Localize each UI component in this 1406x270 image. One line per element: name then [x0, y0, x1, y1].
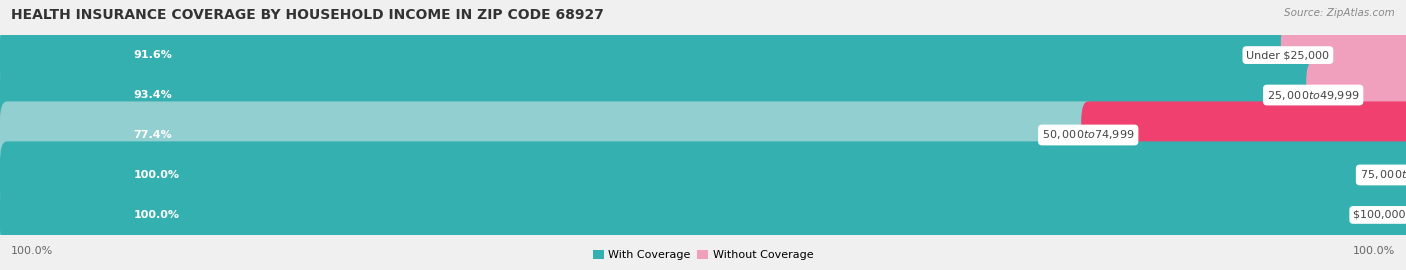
FancyBboxPatch shape — [0, 2, 1406, 109]
FancyBboxPatch shape — [0, 82, 1406, 188]
Text: 100.0%: 100.0% — [1353, 247, 1395, 256]
FancyBboxPatch shape — [0, 122, 1406, 228]
Text: Under $25,000: Under $25,000 — [1246, 50, 1330, 60]
FancyBboxPatch shape — [0, 42, 1406, 148]
Text: 100.0%: 100.0% — [134, 170, 180, 180]
Text: $100,000 and over: $100,000 and over — [1353, 210, 1406, 220]
FancyBboxPatch shape — [0, 22, 1295, 89]
Text: 77.4%: 77.4% — [134, 130, 173, 140]
FancyBboxPatch shape — [1281, 22, 1406, 89]
FancyBboxPatch shape — [1081, 102, 1406, 168]
Text: $75,000 to $99,999: $75,000 to $99,999 — [1360, 168, 1406, 181]
Text: $50,000 to $74,999: $50,000 to $74,999 — [1042, 129, 1135, 141]
Text: HEALTH INSURANCE COVERAGE BY HOUSEHOLD INCOME IN ZIP CODE 68927: HEALTH INSURANCE COVERAGE BY HOUSEHOLD I… — [11, 8, 605, 22]
Text: Source: ZipAtlas.com: Source: ZipAtlas.com — [1284, 8, 1395, 18]
FancyBboxPatch shape — [1306, 62, 1406, 129]
FancyBboxPatch shape — [0, 62, 1320, 129]
Legend: With Coverage, Without Coverage: With Coverage, Without Coverage — [588, 245, 818, 264]
FancyBboxPatch shape — [0, 161, 1406, 268]
FancyBboxPatch shape — [0, 181, 1406, 248]
Text: $25,000 to $49,999: $25,000 to $49,999 — [1267, 89, 1360, 102]
FancyBboxPatch shape — [0, 141, 1406, 208]
Text: 93.4%: 93.4% — [134, 90, 173, 100]
Text: 100.0%: 100.0% — [134, 210, 180, 220]
Text: 100.0%: 100.0% — [11, 247, 53, 256]
Text: 91.6%: 91.6% — [134, 50, 173, 60]
FancyBboxPatch shape — [0, 102, 1095, 168]
